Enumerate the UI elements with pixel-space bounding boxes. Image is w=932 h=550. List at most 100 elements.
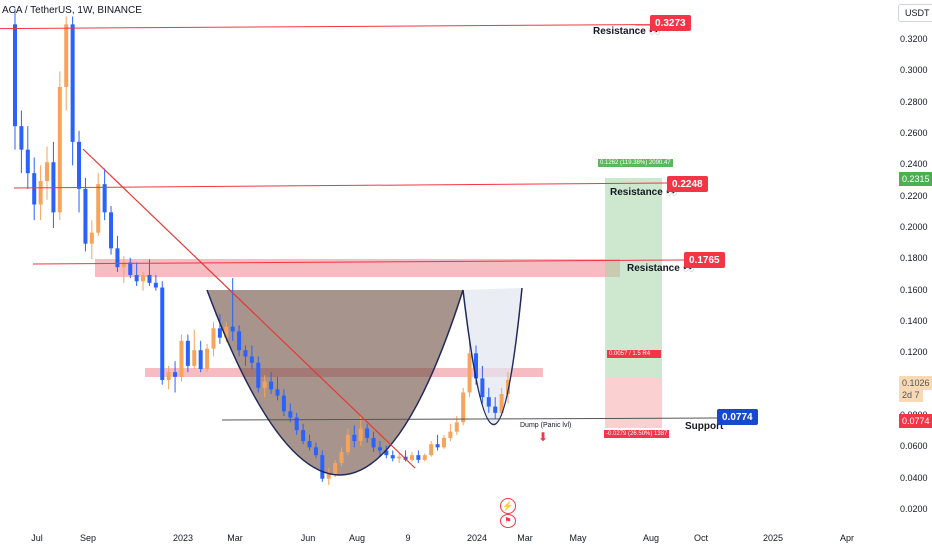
dump-label: Dump (Panic lvl) <box>520 422 572 429</box>
chart-zones <box>95 178 662 475</box>
dump-arrow-icon: ⬇ <box>538 430 549 444</box>
y-tick-label: 0.3200 <box>900 34 928 44</box>
candle-body <box>57 87 62 213</box>
candle-body <box>121 262 126 268</box>
candle-body <box>13 24 17 127</box>
x-tick-label: 2024 <box>466 533 488 543</box>
price-tag-green: 0.2315 <box>899 172 932 186</box>
candle-body <box>179 340 184 377</box>
candle-body <box>301 430 306 442</box>
cup-curve <box>206 289 464 476</box>
y-tick-label: 0.0400 <box>900 472 928 483</box>
candle-body <box>480 378 485 398</box>
candle-body <box>435 444 440 448</box>
x-tick-label: Apr <box>839 533 855 543</box>
resistance-label-2: Resistance 👀 <box>610 187 679 198</box>
x-tick-label: 2023 <box>172 533 194 543</box>
candle-body <box>416 455 421 460</box>
candle-body <box>499 394 504 413</box>
candle-body <box>128 262 133 275</box>
candle-body <box>243 350 248 357</box>
handle-curve <box>462 287 523 426</box>
y-tick-label: 0.2400 <box>900 159 928 170</box>
take-profit-box <box>605 178 662 378</box>
stop-note: -0.0279 (26.50%) 1387 <box>604 430 670 438</box>
candle-body <box>313 447 318 456</box>
candle-body <box>153 282 158 288</box>
candle-body <box>38 181 43 205</box>
candle-body <box>25 149 30 174</box>
x-tick-label: Aug <box>348 533 366 543</box>
candle-body <box>345 434 350 453</box>
candle-body <box>109 212 114 249</box>
price-tag-gray-1: 0.1026 <box>899 376 932 390</box>
y-tick-label: 0.2800 <box>900 96 928 107</box>
y-tick-label: 0.1600 <box>900 284 928 295</box>
candle-body <box>294 417 299 431</box>
candle-body <box>230 326 235 332</box>
y-tick-label: 0.1400 <box>900 316 928 326</box>
trendline <box>82 148 416 469</box>
support-tag: 0.0774 <box>717 409 758 425</box>
candle-body <box>326 473 331 479</box>
candle-body <box>307 441 312 448</box>
resistance-line-3 <box>32 259 685 265</box>
candle-body <box>217 328 222 338</box>
resistance-tag-2: 0.2248 <box>667 176 708 192</box>
y-tick-label: 0.3000 <box>900 65 928 76</box>
cup-shape <box>207 290 463 475</box>
candle-body <box>429 444 434 456</box>
resistance-tag-3: 0.1765 <box>684 252 725 268</box>
x-tick-label: May <box>569 533 587 543</box>
resistance-tag-1: 0.3273 <box>650 15 691 31</box>
currency-button[interactable]: USDT <box>898 4 932 22</box>
candle-body <box>160 287 165 380</box>
candle-body <box>96 184 101 233</box>
price-tag-gray-2: 2d 7 <box>899 388 923 402</box>
resistance-line-2 <box>13 182 668 189</box>
candle-body <box>77 141 82 189</box>
candle-body <box>371 437 376 448</box>
candle-body <box>45 162 50 181</box>
candle-body <box>256 362 261 388</box>
candle-body <box>166 372 171 380</box>
candle-body <box>441 437 446 448</box>
candle-body <box>467 353 472 393</box>
candle-body <box>32 173 37 205</box>
candle-body <box>275 389 280 396</box>
candle-body <box>64 24 69 87</box>
flag-icon[interactable]: ⚑ <box>500 514 516 528</box>
candle-body <box>185 340 190 366</box>
y-tick-label: 0.2000 <box>900 222 928 232</box>
candle-body <box>409 455 414 460</box>
candle-body <box>237 331 242 351</box>
candle-body <box>102 184 107 213</box>
candle-body <box>448 431 453 438</box>
supply-zone <box>95 259 620 277</box>
candle-body <box>288 411 293 418</box>
candle-body <box>358 428 363 442</box>
price-tag-red: 0.0774 <box>899 414 932 428</box>
symbol-title-text: ACA / TetherUS, 1W, BINANCE <box>2 4 142 16</box>
candle-body <box>19 126 24 150</box>
candle-body <box>397 456 402 459</box>
support-line <box>221 417 718 421</box>
target-note: 0.1262 (119.38%) 2090.47 <box>598 159 673 167</box>
lightning-icon[interactable]: ⚡ <box>500 498 516 514</box>
candle-body <box>198 350 203 369</box>
candle-body <box>352 434 357 442</box>
candle-body <box>83 188 88 244</box>
candle-body <box>269 381 274 390</box>
chart-drawings <box>0 24 718 476</box>
y-tick-label: 0.2200 <box>900 190 928 201</box>
candle-body <box>333 463 338 474</box>
candle-body <box>115 248 120 268</box>
candle-body <box>249 356 254 363</box>
candle-body <box>224 326 229 338</box>
candle-body <box>339 452 344 463</box>
candle-body <box>493 406 498 413</box>
candle-body <box>147 275 152 283</box>
x-tick-label: Mar <box>517 533 533 543</box>
candle-body <box>281 395 286 412</box>
